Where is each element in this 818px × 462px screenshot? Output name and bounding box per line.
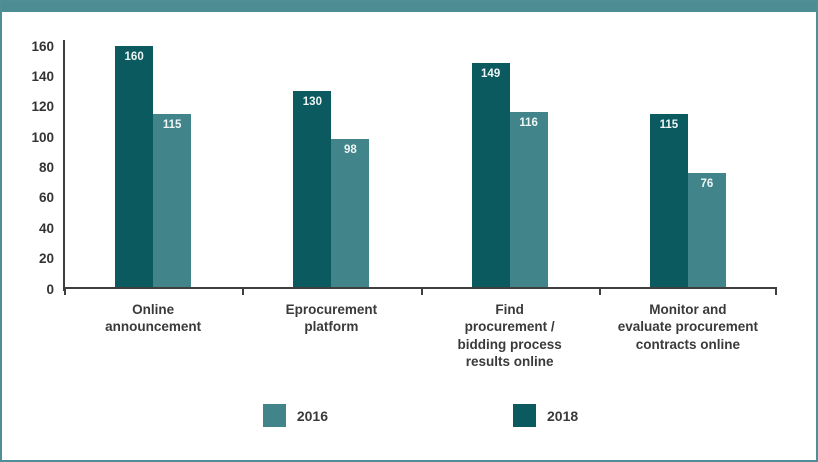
bar-value-label: 130: [302, 96, 322, 109]
bar-group: 130 98: [242, 46, 420, 287]
y-tick-label: 140: [31, 68, 54, 84]
bar-value-label: 115: [162, 118, 182, 131]
bar-2018: 149: [471, 62, 510, 287]
x-axis-tick: [420, 287, 423, 295]
category-label: Online announcement: [105, 302, 202, 335]
category-label: Find procurement / bidding process resul…: [457, 302, 562, 369]
bar-value-label: 76: [700, 177, 714, 190]
bar-value-label: 149: [481, 67, 501, 80]
bar-value-label: 115: [659, 118, 679, 131]
category-label: Monitor and evaluate procurement contrac…: [617, 302, 759, 352]
bar-2018: 160: [115, 46, 154, 287]
y-axis-line: [63, 40, 65, 291]
bar-2018: 130: [293, 91, 332, 287]
y-tick-label: 40: [38, 220, 54, 236]
bar-group: 160 115: [64, 46, 242, 287]
y-tick-label: 80: [38, 159, 54, 175]
y-tick-label: 160: [31, 38, 54, 54]
bar-2016: 76: [687, 172, 726, 287]
x-axis-tick: [64, 287, 66, 295]
legend: 2016 2018: [64, 404, 777, 427]
y-tick-label: 60: [38, 190, 54, 206]
bar-2018: 115: [649, 113, 688, 287]
legend-item-2016: 2016: [262, 404, 328, 427]
bar-value-label: 98: [343, 144, 357, 157]
plot-area: 160 115 130 98 149 116 115 76: [64, 46, 777, 295]
legend-swatch-2018: [513, 404, 536, 427]
legend-swatch-2016: [262, 404, 286, 427]
x-axis-tick: [598, 287, 601, 295]
y-axis-labels: 0 20 40 60 80 100 120 140 160: [2, 39, 54, 295]
bar-2016: 115: [153, 113, 192, 287]
top-accent-strip: [2, 2, 816, 12]
bar-value-label: 160: [124, 51, 144, 63]
bar-2016: 98: [331, 139, 370, 287]
legend-item-2018: 2018: [513, 404, 578, 427]
y-tick-label: 100: [31, 129, 54, 145]
y-tick-label: 0: [46, 281, 54, 297]
x-axis-tick: [242, 287, 245, 295]
category-label: Eprocurement platform: [285, 302, 378, 335]
legend-label-2016: 2016: [296, 407, 328, 424]
y-tick-label: 20: [38, 250, 54, 266]
x-axis-tick: [775, 287, 777, 295]
bar-group: 115 76: [599, 46, 777, 287]
bar-value-label: 116: [519, 117, 538, 130]
bar-group: 149 116: [421, 46, 599, 287]
y-tick-label: 120: [31, 99, 54, 114]
legend-label-2018: 2018: [547, 407, 579, 424]
x-axis-category-labels: Online announcement Eprocurement platform…: [64, 301, 777, 370]
bar-2016: 116: [509, 112, 548, 287]
